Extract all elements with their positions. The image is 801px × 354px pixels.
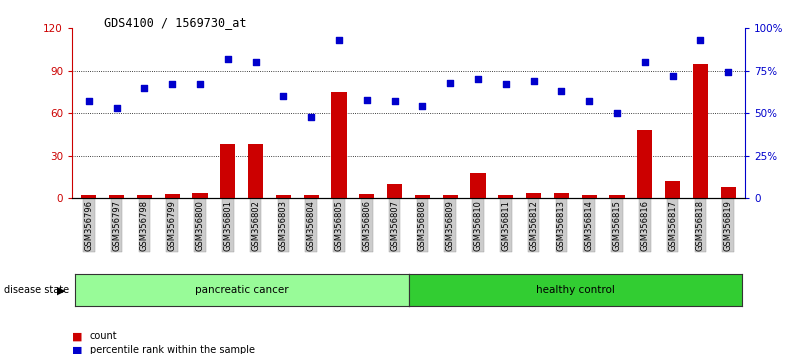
Text: healthy control: healthy control xyxy=(536,285,614,295)
Point xyxy=(166,81,179,87)
Bar xyxy=(582,195,597,198)
Point xyxy=(277,93,290,99)
Text: count: count xyxy=(90,331,117,341)
Point xyxy=(388,98,401,104)
Point xyxy=(444,80,457,86)
Text: ■: ■ xyxy=(72,346,83,354)
Text: GDS4100 / 1569730_at: GDS4100 / 1569730_at xyxy=(104,16,247,29)
Point xyxy=(583,98,596,104)
Point xyxy=(499,81,512,87)
Bar xyxy=(192,193,207,198)
Point xyxy=(416,104,429,109)
Text: disease state: disease state xyxy=(4,285,69,295)
Text: ■: ■ xyxy=(72,331,83,341)
Bar xyxy=(443,195,458,198)
Point xyxy=(722,70,735,75)
Text: percentile rank within the sample: percentile rank within the sample xyxy=(90,346,255,354)
Point xyxy=(666,73,679,79)
Point xyxy=(249,59,262,65)
Bar xyxy=(276,195,291,198)
Bar xyxy=(610,195,625,198)
Point xyxy=(332,38,345,43)
Point xyxy=(111,105,123,111)
Bar xyxy=(248,144,264,198)
Bar xyxy=(637,130,653,198)
Bar xyxy=(359,194,374,198)
Point xyxy=(360,97,373,103)
Point xyxy=(138,85,151,91)
Text: pancreatic cancer: pancreatic cancer xyxy=(195,285,288,295)
Bar xyxy=(721,187,736,198)
Bar xyxy=(81,195,96,198)
Point xyxy=(638,59,651,65)
Bar xyxy=(415,195,430,198)
Bar xyxy=(387,184,402,198)
Point xyxy=(694,38,706,43)
Point xyxy=(472,76,485,82)
Bar xyxy=(332,92,347,198)
Point xyxy=(610,110,623,116)
Point xyxy=(221,56,234,62)
Bar xyxy=(164,194,180,198)
Point xyxy=(83,98,95,104)
Point xyxy=(527,78,540,84)
Bar xyxy=(220,144,235,198)
Bar xyxy=(470,173,485,198)
Bar xyxy=(665,181,680,198)
Bar xyxy=(498,195,513,198)
Bar xyxy=(304,195,319,198)
Bar xyxy=(137,195,152,198)
Bar xyxy=(109,195,124,198)
Bar xyxy=(526,193,541,198)
Point xyxy=(194,81,207,87)
Text: ▶: ▶ xyxy=(57,285,65,295)
Bar xyxy=(693,64,708,198)
Bar xyxy=(553,193,569,198)
Point xyxy=(305,114,318,120)
Point xyxy=(555,88,568,94)
